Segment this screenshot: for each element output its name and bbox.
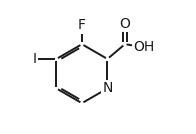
Text: F: F	[78, 18, 86, 32]
Text: I: I	[33, 52, 37, 66]
Text: OH: OH	[133, 40, 154, 54]
Text: O: O	[119, 17, 130, 31]
Text: N: N	[102, 81, 113, 95]
